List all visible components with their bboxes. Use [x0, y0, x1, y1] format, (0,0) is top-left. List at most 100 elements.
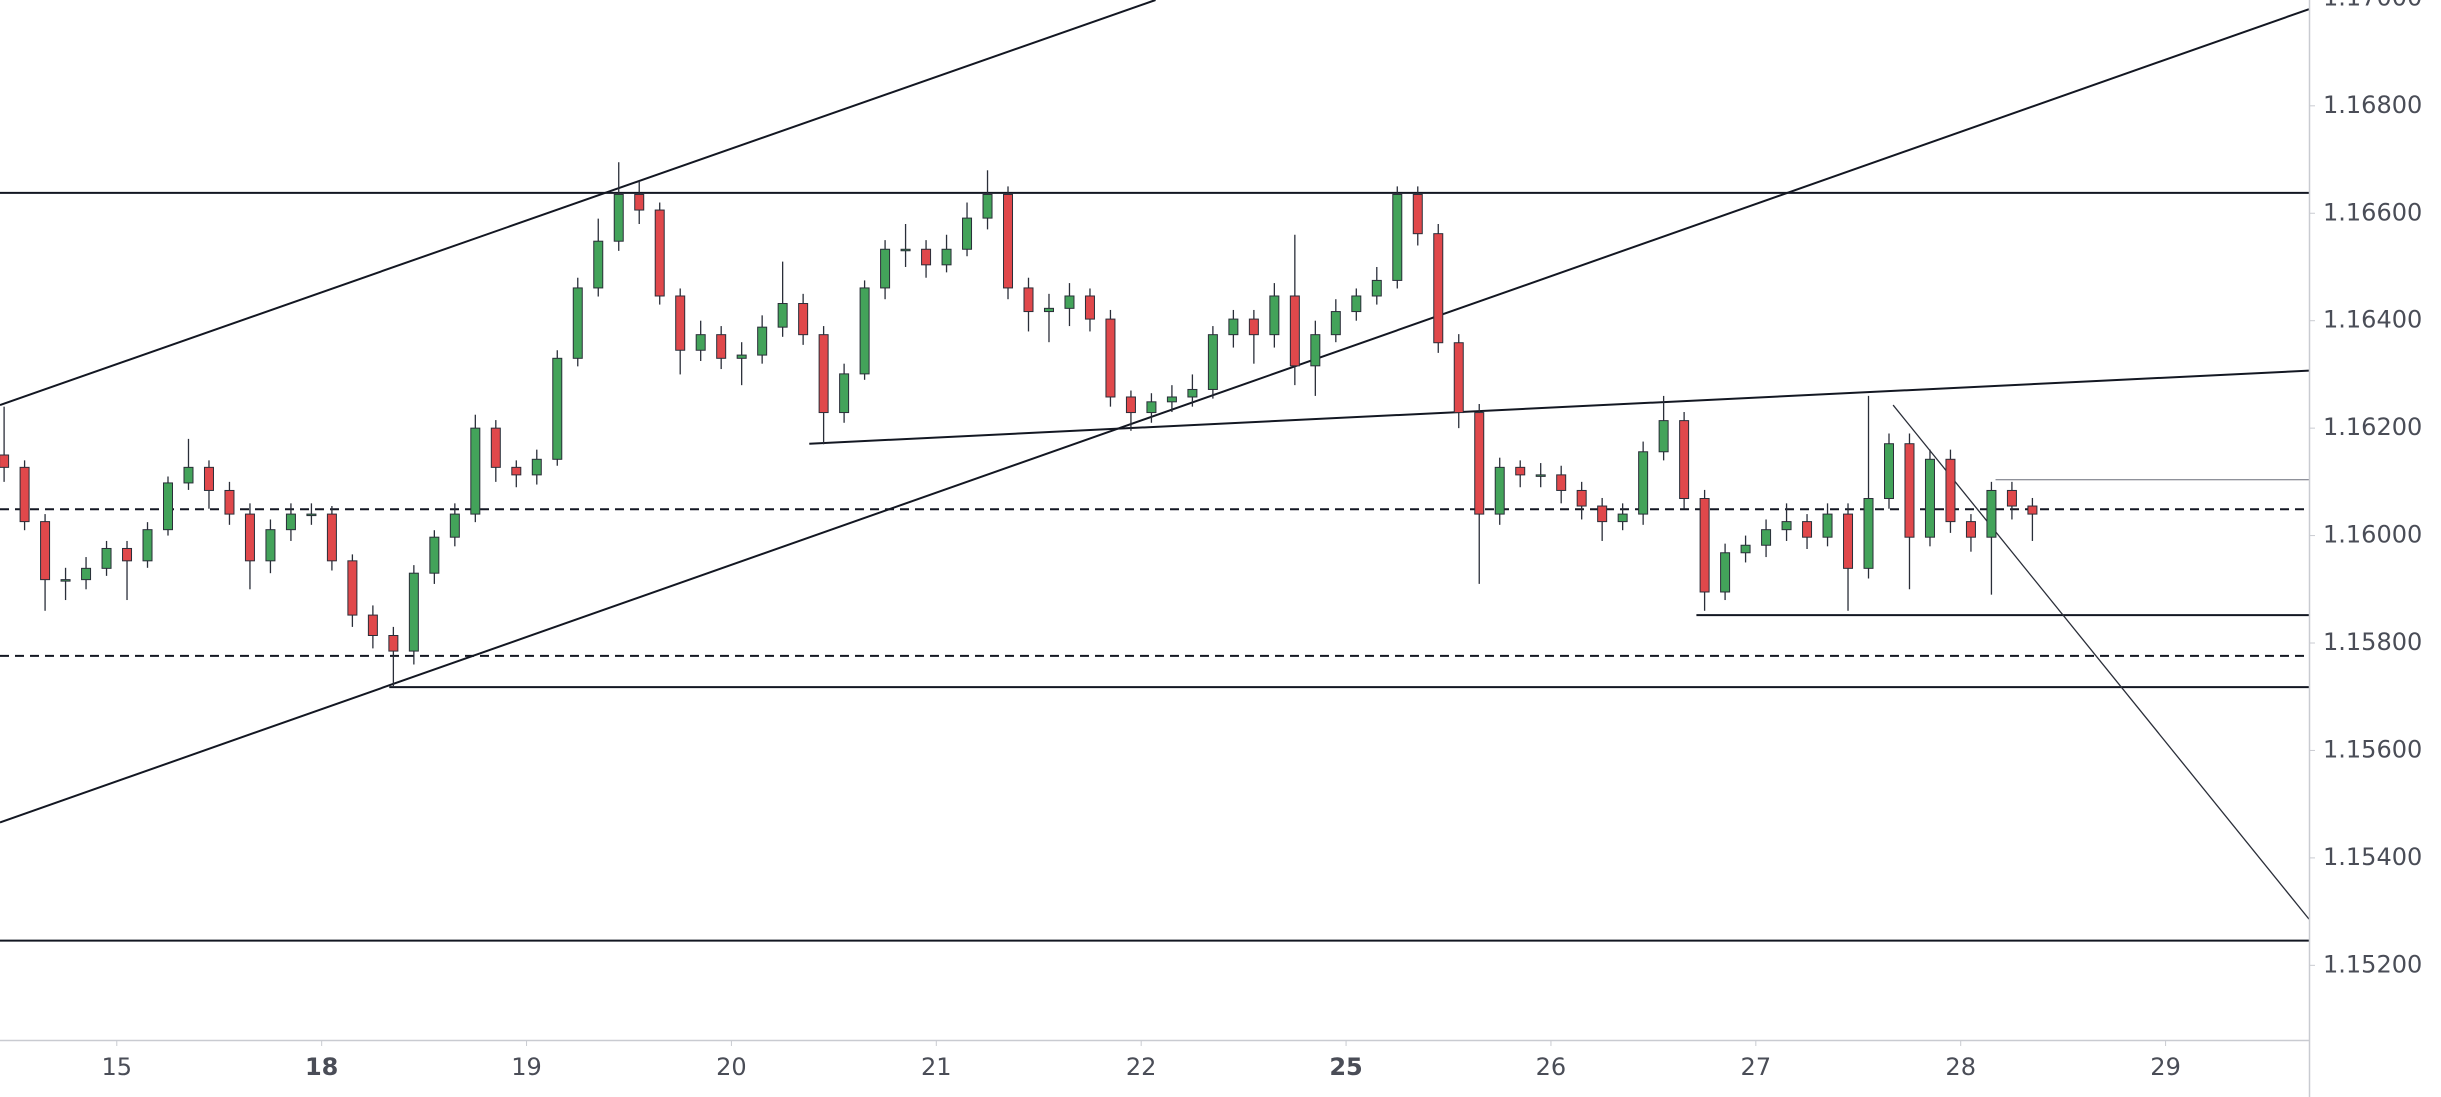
x-tick-label: 25 [1329, 1053, 1362, 1081]
x-tick-label: 19 [511, 1053, 542, 1081]
candle-body [2027, 505, 2038, 515]
candle-body [1740, 544, 1751, 554]
candle-body [859, 287, 870, 375]
y-tick-label: 1.16000 [2323, 521, 2422, 549]
candle-body [1248, 318, 1259, 336]
candle-body [982, 193, 993, 219]
candle-body [367, 614, 378, 636]
candle-body [1699, 498, 1710, 593]
candle-body [1924, 458, 1935, 538]
candle-body [1433, 233, 1444, 344]
candle-body [142, 529, 153, 562]
candle-body [1228, 318, 1239, 336]
candle-body [777, 303, 788, 328]
y-tick-label: 1.16800 [2323, 91, 2422, 119]
candle-body [1965, 521, 1976, 538]
candle-body [326, 513, 337, 562]
y-tick-label: 1.15800 [2323, 628, 2422, 656]
candle-body [1310, 334, 1321, 367]
x-tick-label: 18 [305, 1053, 338, 1081]
candle-body [511, 466, 522, 476]
candle-body [1986, 489, 1997, 538]
candle-body [1863, 498, 1874, 569]
candle-body [1494, 466, 1505, 515]
candle-body [1269, 295, 1280, 336]
candle-body [1371, 279, 1382, 297]
candle-body [388, 634, 399, 652]
candle-body [634, 193, 645, 211]
candle-body [2006, 489, 2017, 507]
candle-body [921, 248, 932, 266]
x-tick-label: 22 [1126, 1053, 1157, 1081]
x-tick-label: 20 [716, 1053, 747, 1081]
x-tick-label: 29 [2150, 1053, 2181, 1081]
candle-body [429, 536, 440, 574]
candle-body [1125, 396, 1136, 414]
candle-body [1166, 396, 1177, 403]
candle-body [1515, 466, 1526, 476]
candle-body [1351, 295, 1362, 313]
candle-body [1207, 334, 1218, 390]
y-tick-label: 1.17000 [2323, 0, 2422, 11]
candle-body [695, 334, 706, 351]
trend-line [1892, 404, 2309, 920]
candle-body [203, 466, 214, 491]
candle-body [552, 357, 563, 460]
x-tick-label: 21 [921, 1053, 952, 1081]
candle-body [1883, 443, 1894, 500]
y-tick-label: 1.15400 [2323, 843, 2422, 871]
candle-body [900, 248, 911, 252]
candle-body [1535, 474, 1546, 477]
candle-body [163, 482, 174, 531]
candle-body [244, 513, 255, 562]
x-tick-label: 15 [102, 1053, 133, 1081]
candle-body [798, 303, 809, 336]
candle-body [1289, 295, 1300, 367]
x-tick-label: 27 [1741, 1053, 1772, 1081]
candle-body [1945, 458, 1956, 523]
candle-body [716, 334, 727, 359]
candle-body [736, 354, 747, 359]
candle-body [1658, 420, 1669, 453]
y-tick-label: 1.16200 [2323, 413, 2422, 441]
candle-body [101, 547, 112, 569]
candle-body [1802, 521, 1813, 538]
candle-body [818, 334, 829, 414]
candle-body [1453, 342, 1464, 414]
candle-body [1146, 401, 1157, 414]
candle-body [1023, 287, 1034, 313]
candle-body [613, 193, 624, 242]
candle-body [941, 248, 952, 266]
candle-body [1105, 318, 1116, 398]
y-tick-label: 1.15200 [2323, 950, 2422, 978]
candle-body [531, 458, 542, 476]
candle-body [757, 326, 768, 356]
candle-body [839, 373, 850, 414]
trend-line [809, 369, 2309, 445]
candle-body [470, 427, 481, 515]
candle-body [1781, 521, 1792, 531]
plot-area [0, 0, 2309, 942]
candle-body [1679, 420, 1690, 500]
candle-body [19, 466, 30, 523]
candle-body [347, 560, 358, 616]
trend-line [0, 8, 2309, 824]
candle-body [654, 209, 665, 297]
candle-body [593, 240, 604, 289]
trend-line [0, 0, 1156, 406]
candle-body [40, 521, 51, 581]
candle-body [306, 513, 317, 517]
candle-body [1761, 529, 1772, 546]
candle-body [1904, 443, 1915, 538]
candle-body [1084, 295, 1095, 320]
candle-body [490, 427, 501, 468]
candle-body [1330, 311, 1341, 336]
candle-body [1412, 193, 1423, 235]
y-tick-label: 1.15600 [2323, 735, 2422, 763]
candle-body [675, 295, 686, 351]
candle-body [1720, 552, 1731, 593]
candle-body [1392, 193, 1403, 281]
candle-body [1043, 307, 1054, 313]
